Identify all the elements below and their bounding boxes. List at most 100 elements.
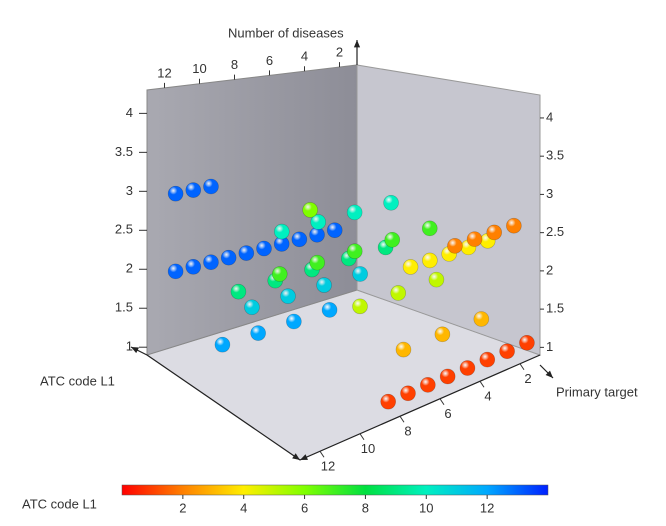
point: [286, 313, 302, 330]
point: [400, 385, 416, 402]
points: [167, 178, 535, 410]
colorbar-label: ATC code L1: [22, 496, 97, 511]
point: [244, 299, 260, 316]
z-tick-label: 1: [546, 339, 553, 354]
z-tick-label: 2.5: [115, 222, 133, 237]
x-tick-label: 6: [266, 53, 273, 68]
z-tick-label: 4: [126, 105, 133, 120]
point: [321, 302, 338, 318]
x-axis-line: [299, 354, 541, 461]
point: [230, 283, 247, 300]
x-tick: [319, 450, 325, 458]
x-axis-label: Primary target: [556, 384, 638, 399]
point: [291, 231, 308, 248]
point: [185, 182, 202, 198]
x-tick-label: 12: [321, 459, 335, 474]
x-tick-label: 4: [301, 49, 308, 64]
point: [167, 185, 184, 202]
x-axis-arrow-head: [545, 370, 553, 378]
x-tick-label: 8: [404, 424, 411, 439]
point: [499, 343, 515, 359]
point: [428, 271, 445, 288]
point: [506, 217, 522, 234]
point: [420, 377, 436, 393]
point: [402, 259, 419, 275]
point: [220, 249, 237, 266]
point: [346, 243, 363, 260]
point: [214, 336, 231, 353]
z-tick-label: 2: [546, 262, 553, 277]
z-tick-label: 2: [126, 261, 133, 276]
point: [519, 334, 535, 351]
x-tick-label: 10: [361, 441, 375, 456]
colorbar: [121, 484, 549, 496]
point: [273, 223, 290, 240]
point: [238, 245, 255, 261]
point: [384, 231, 401, 248]
z-tick-label: 1: [126, 339, 133, 354]
point: [439, 368, 456, 385]
colorbar-tick-label: 6: [301, 500, 308, 515]
point: [316, 277, 332, 293]
point: [395, 341, 412, 358]
x-tick: [519, 363, 525, 371]
colorbar-tick-label: 8: [362, 500, 369, 515]
colorbar-tick-label: 12: [480, 500, 494, 515]
x-tick: [359, 433, 365, 441]
z-axis-arrow-head: [353, 40, 361, 48]
point: [302, 202, 318, 218]
right-wall: [356, 64, 541, 356]
point: [447, 238, 463, 254]
z-tick-label: 1.5: [546, 301, 564, 316]
point: [309, 254, 326, 271]
x-tick-label: 12: [157, 65, 171, 80]
z-tick-label: 3: [126, 183, 133, 198]
point: [203, 254, 219, 271]
point: [434, 326, 451, 343]
labels: Number of diseases ATC code L1 Primary t…: [22, 25, 638, 515]
colorbar-tick-label: 10: [419, 500, 433, 515]
x-tick-label: 8: [231, 57, 238, 72]
point: [390, 285, 407, 301]
point: [352, 266, 368, 282]
x-tick: [399, 415, 405, 423]
point: [271, 266, 288, 282]
point: [167, 263, 184, 280]
x-tick-label: 2: [524, 371, 531, 386]
y-axis-line-head: [292, 453, 300, 460]
x-tick-label: 2: [336, 45, 343, 60]
z-tick-label: 2.5: [546, 224, 564, 239]
x-tick: [439, 398, 445, 406]
point: [310, 214, 327, 230]
colorbar-tick-label: 4: [240, 500, 247, 515]
x-tick-label: 6: [444, 406, 451, 421]
x-tick: [479, 380, 485, 388]
point: [326, 222, 343, 238]
point: [422, 252, 438, 269]
z-tick-label: 4: [546, 109, 553, 124]
point: [486, 224, 503, 241]
point: [421, 220, 438, 237]
point: [203, 178, 219, 195]
y-axis-line: [146, 354, 301, 461]
point: [380, 393, 396, 410]
z-axis-label: Number of diseases: [228, 25, 344, 40]
point: [479, 351, 496, 368]
point: [280, 288, 296, 304]
point: [352, 298, 368, 315]
point: [185, 259, 202, 275]
x-tick-label: 10: [192, 61, 206, 76]
point: [383, 194, 399, 211]
colorbar-tick-label: 2: [179, 500, 186, 515]
point: [250, 325, 266, 341]
point: [473, 311, 490, 327]
x-tick-label: 4: [484, 389, 491, 404]
z-tick-label: 1.5: [115, 300, 133, 315]
point: [346, 204, 363, 221]
z-tick-label: 3: [546, 186, 553, 201]
point: [459, 360, 476, 376]
point: [256, 240, 272, 257]
point: [466, 231, 483, 247]
y-axis-arrow-head: [131, 347, 139, 354]
